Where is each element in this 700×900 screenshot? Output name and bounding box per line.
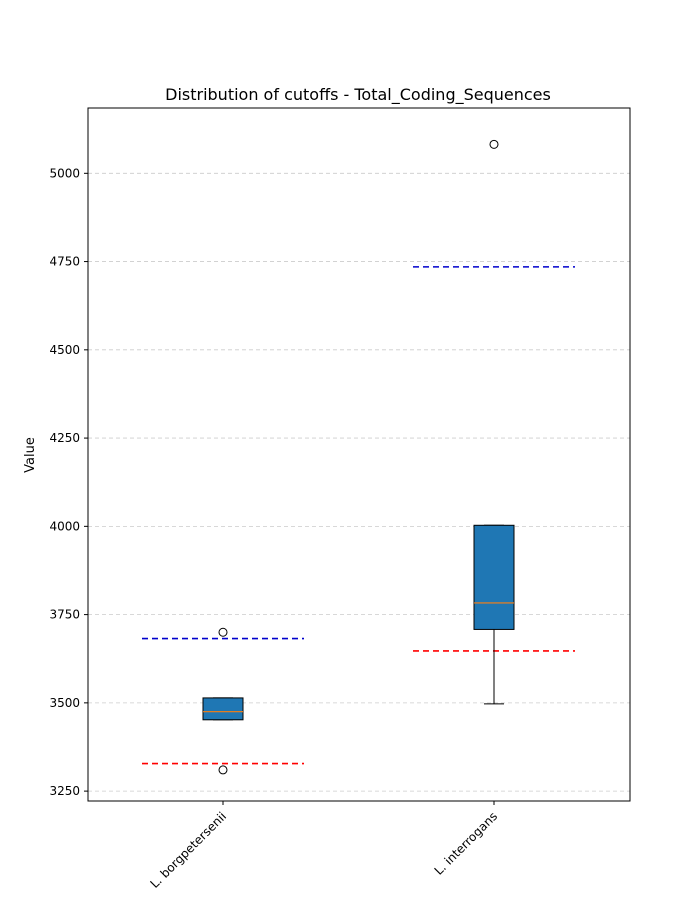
y-tick-label: 4750	[49, 255, 80, 269]
plot-area-frame	[87, 107, 631, 802]
box-iqr	[202, 697, 244, 721]
outlier-point	[218, 765, 228, 775]
cutoff-lines	[142, 266, 575, 765]
y-tick-label: 4250	[49, 431, 80, 445]
y-tick-label: 4000	[49, 519, 80, 533]
box-plots	[202, 139, 515, 775]
y-tick-label: 3750	[49, 608, 80, 622]
x-tick-label: L. interrogans	[432, 809, 501, 878]
x-axis-ticks: L. borgpetersenii L. interrogans	[147, 801, 500, 891]
outlier-point	[218, 627, 228, 637]
outlier-point	[489, 139, 499, 149]
y-axis-label: Value	[23, 437, 38, 473]
chart-title: Distribution of cutoffs - Total_Coding_S…	[165, 85, 551, 105]
y-tick-label: 3500	[49, 696, 80, 710]
y-axis-ticks: 3250 3500 3750 4000 4250 4500 4750 5000	[49, 166, 88, 798]
box-iqr	[473, 524, 515, 630]
y-tick-label: 5000	[49, 166, 80, 180]
y-tick-label: 4500	[49, 343, 80, 357]
y-tick-label: 3250	[49, 784, 80, 798]
grid-lines	[88, 172, 630, 792]
x-tick-label: L. borgpetersenii	[147, 809, 229, 891]
